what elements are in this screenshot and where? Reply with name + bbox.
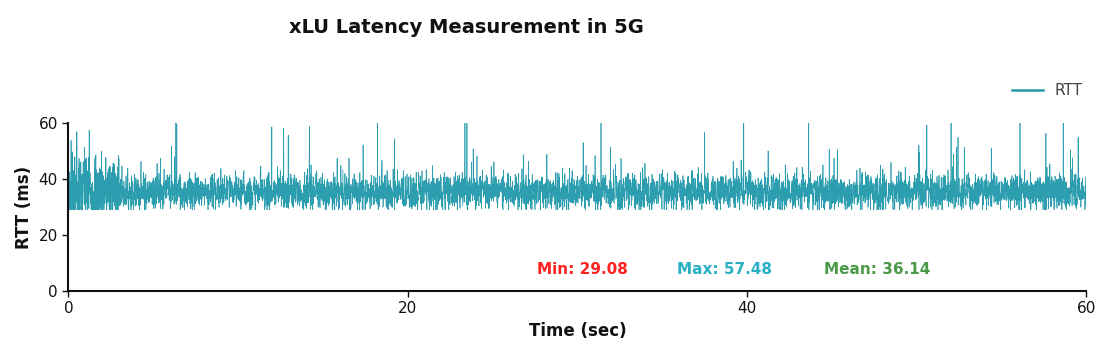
Text: Mean: 36.14: Mean: 36.14 bbox=[824, 262, 931, 277]
X-axis label: Time (sec): Time (sec) bbox=[529, 322, 627, 340]
Text: Max: 57.48: Max: 57.48 bbox=[678, 262, 772, 277]
Y-axis label: RTT (ms): RTT (ms) bbox=[16, 165, 33, 249]
Legend: RTT: RTT bbox=[1005, 77, 1089, 104]
Text: Min: 29.08: Min: 29.08 bbox=[537, 262, 628, 277]
Text: xLU Latency Measurement in 5G: xLU Latency Measurement in 5G bbox=[289, 18, 644, 37]
